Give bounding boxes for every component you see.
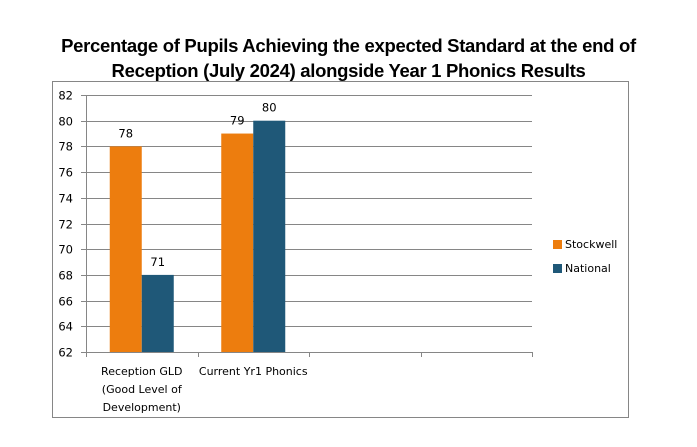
x-category-label: Current Yr1 Phonics [199, 365, 308, 378]
chart-title-line-2: Reception (July 2024) alongside Year 1 P… [111, 60, 586, 81]
y-tick-label: 74 [58, 192, 73, 206]
x-category-label: Reception GLD [101, 365, 182, 378]
x-category-label: (Good Level of [102, 383, 183, 396]
data-label: 80 [262, 101, 277, 115]
y-tick-label: 70 [58, 243, 73, 257]
y-tick-label: 82 [58, 89, 73, 103]
data-label: 78 [118, 126, 133, 140]
y-tick-label: 66 [58, 295, 73, 309]
x-category-label: Development) [103, 401, 181, 414]
legend-swatch-stockwell [553, 239, 562, 249]
bar-national-1 [253, 120, 286, 352]
legend: Stockwell National [553, 232, 617, 280]
y-tick-label: 78 [58, 140, 73, 154]
chart-title-line-1: Percentage of Pupils Achieving the expec… [61, 35, 636, 56]
y-tick-label: 76 [58, 166, 73, 180]
data-label: 79 [230, 114, 245, 128]
data-label: 71 [150, 255, 165, 269]
y-tick-label: 68 [58, 269, 73, 283]
bar-stockwell-1 [221, 133, 254, 352]
legend-label-stockwell: Stockwell [565, 237, 618, 251]
y-tick-label: 80 [58, 115, 73, 129]
legend-item-national: National [553, 256, 617, 280]
y-tick-label: 64 [58, 320, 73, 334]
chart-frame [52, 81, 629, 418]
chart-title: Percentage of Pupils Achieving the expec… [0, 33, 697, 83]
bar-stockwell-0 [109, 146, 142, 352]
y-tick-label: 72 [58, 218, 73, 232]
y-tick-label: 62 [58, 346, 73, 360]
legend-swatch-national [553, 263, 562, 273]
legend-item-stockwell: Stockwell [553, 232, 617, 256]
legend-label-national: National [565, 261, 611, 275]
bar-national-0 [141, 274, 174, 352]
